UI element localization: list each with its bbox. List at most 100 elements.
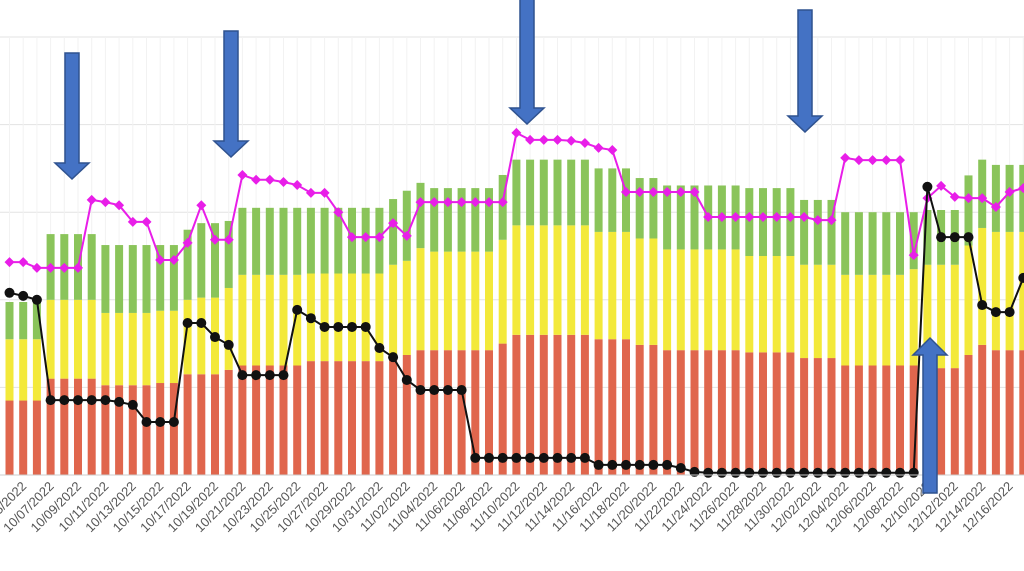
bar-segment [978, 344, 987, 475]
arrow-down [786, 9, 824, 134]
marker [730, 212, 741, 223]
bar-segment [457, 350, 466, 475]
marker [45, 395, 56, 406]
marker [525, 134, 536, 145]
marker [552, 452, 563, 463]
marker [374, 232, 385, 243]
bar-segment [622, 339, 630, 475]
bar-segment [306, 207, 315, 274]
marker [347, 321, 357, 332]
marker [881, 467, 892, 478]
bar-segment [485, 350, 493, 475]
bar-segment [512, 159, 521, 226]
marker [771, 467, 782, 478]
marker [908, 250, 919, 261]
bar-segment [471, 350, 480, 475]
bar-segment [279, 365, 288, 475]
bar-segment [923, 210, 932, 265]
bar-segment [663, 185, 672, 250]
marker [758, 467, 768, 478]
bar-segment [649, 344, 658, 475]
bar-segment [416, 350, 425, 475]
bar-segment [389, 199, 398, 265]
bar-segment [87, 378, 96, 475]
marker [429, 197, 440, 208]
marker [662, 459, 673, 470]
bar-segment [909, 365, 918, 475]
bar-segment [635, 238, 644, 345]
bar-segment [813, 358, 822, 475]
bar-segment [512, 334, 521, 475]
marker [634, 459, 645, 470]
bar-segment [457, 251, 466, 351]
bar-segment [471, 251, 480, 351]
marker [963, 193, 974, 204]
marker [4, 257, 15, 268]
bar-segment [197, 297, 206, 375]
bar-segment [115, 245, 124, 313]
marker [840, 467, 851, 478]
bar-segment [923, 264, 932, 369]
marker [100, 197, 111, 208]
marker [1018, 272, 1024, 283]
bar-segment [950, 368, 959, 475]
marker [18, 257, 29, 268]
bar-segment [772, 256, 781, 353]
marker [251, 174, 262, 185]
bar-segment [402, 260, 411, 355]
bar-segment [169, 310, 178, 384]
bar-segment [882, 274, 891, 366]
bar-segment [183, 374, 192, 475]
marker [442, 385, 453, 396]
bar-segment [759, 352, 767, 475]
marker [278, 370, 289, 381]
bar-segment [115, 385, 124, 475]
marker [799, 467, 810, 478]
bar-segment [485, 251, 493, 351]
bar-segment [128, 312, 137, 386]
bar-segment [526, 159, 535, 226]
marker [895, 155, 905, 166]
bar-segment [1019, 350, 1024, 475]
marker [785, 212, 796, 223]
bar-segment [306, 361, 315, 475]
bar-segment [252, 207, 261, 275]
bar-segment [745, 256, 754, 353]
bar-segment [430, 350, 439, 475]
bar-segment [553, 159, 562, 226]
bar-segment [211, 374, 219, 475]
bar-segment [169, 383, 178, 475]
marker [621, 187, 631, 198]
marker [1004, 307, 1015, 318]
bar-segment [608, 231, 617, 340]
bar-segment [320, 207, 329, 274]
marker [1004, 187, 1015, 198]
bar-segment [800, 264, 809, 359]
bar-segment [224, 287, 233, 370]
bar-segment [265, 207, 274, 275]
bar-segment [1019, 164, 1024, 232]
marker [648, 459, 659, 470]
bar-segment [1005, 231, 1014, 351]
marker [456, 197, 467, 208]
marker [127, 399, 138, 410]
marker [538, 134, 549, 145]
bar-segment [101, 245, 110, 313]
bar-segment [1019, 231, 1024, 351]
marker [401, 374, 412, 385]
bar-segment [512, 225, 521, 335]
bar-segment [594, 339, 603, 475]
marker [607, 145, 618, 156]
marker [853, 155, 864, 166]
bar-segment [622, 231, 630, 340]
marker [634, 187, 645, 198]
marker [182, 318, 193, 329]
bar-segment [991, 164, 1000, 232]
bar-segment [265, 365, 274, 475]
marker [1018, 183, 1024, 194]
bar-segment [704, 350, 713, 475]
bar-segment [553, 225, 562, 335]
arrow-down [508, 0, 546, 126]
bar-segment [539, 225, 548, 335]
bar-segment [74, 378, 82, 475]
